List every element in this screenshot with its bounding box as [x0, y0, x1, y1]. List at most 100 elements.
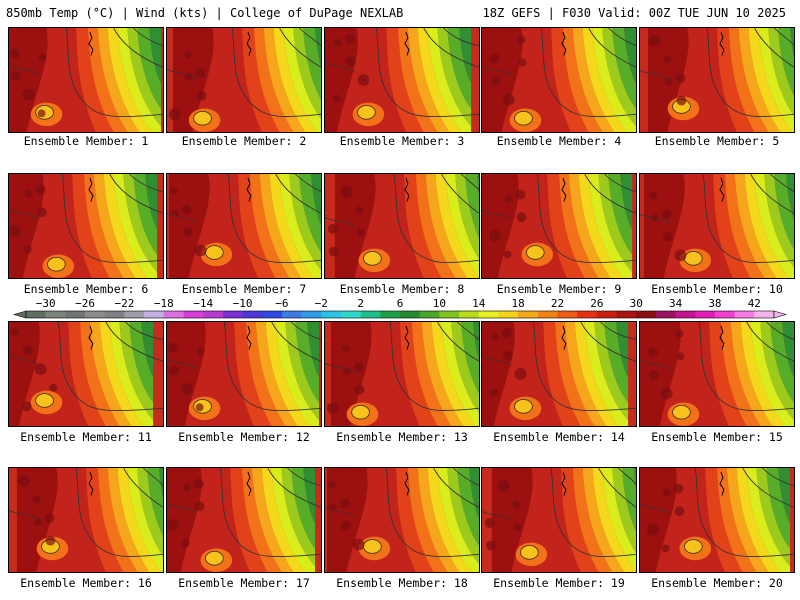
ensemble-member-label: Ensemble Member: 19 [493, 576, 625, 590]
colorbar-tick-label: 42 [748, 297, 761, 310]
colorbar-bin [144, 311, 165, 318]
colorbar-bin [360, 311, 381, 318]
colorbar-bin [45, 311, 66, 318]
ensemble-member-label: Ensemble Member: 4 [496, 134, 622, 148]
ensemble-member-label: Ensemble Member: 12 [178, 430, 310, 444]
ensemble-map-14 [481, 321, 637, 427]
chart-title: 850mb Temp (°C) | Wind (kts) | College o… [6, 6, 404, 20]
ensemble-map-11 [8, 321, 164, 427]
ensemble-member-label: Ensemble Member: 2 [181, 134, 307, 148]
colorbar-bin [478, 311, 499, 318]
colorbar-bin [222, 311, 243, 318]
colorbar-bin [439, 311, 460, 318]
colorbar-bin [557, 311, 578, 318]
colorbar-bin [85, 311, 106, 318]
colorbar-tick-label: 30 [630, 297, 643, 310]
colorbar-bin [400, 311, 420, 318]
colorbar-tick-label: 2 [357, 297, 364, 310]
colorbar-bin [537, 311, 558, 318]
colorbar-tick-label: 6 [397, 297, 404, 310]
ensemble-map-4 [481, 27, 637, 133]
colorbar-tick-label: −22 [114, 297, 134, 310]
temperature-colorbar: −30 −26 −22 −18 −14 −10 −6 −2 2 6 10 14 18 22 26 30 34 38… [12, 297, 788, 319]
model-run-info: 18Z GEFS | F030 Valid: 00Z TUE JUN 10 20… [482, 6, 786, 20]
colorbar-bin [124, 311, 145, 318]
colorbar-bin [734, 311, 755, 318]
ensemble-member-label: Ensemble Member: 15 [651, 430, 783, 444]
colorbar-bin [104, 311, 125, 318]
colorbar-bin [380, 311, 401, 318]
colorbar-bin [65, 311, 86, 318]
ensemble-member-label: Ensemble Member: 14 [493, 430, 625, 444]
colorbar-bin [26, 311, 46, 318]
colorbar-tick-label: −26 [75, 297, 95, 310]
colorbar-bin [577, 311, 598, 318]
colorbar-tick-label: −14 [193, 297, 213, 310]
ensemble-map-15 [639, 321, 795, 427]
colorbar-bin [281, 311, 302, 318]
colorbar-bin [163, 311, 184, 318]
ensemble-member-label: Ensemble Member: 16 [20, 576, 152, 590]
colorbar-bin [616, 311, 637, 318]
colorbar-tick-label: 14 [472, 297, 486, 310]
ensemble-member-label: Ensemble Member: 13 [336, 430, 468, 444]
ensemble-map-1 [8, 27, 164, 133]
ensemble-member-label: Ensemble Member: 6 [23, 282, 149, 296]
colorbar-tick-label: −10 [233, 297, 253, 310]
colorbar-left-arrow [12, 310, 27, 319]
colorbar-bin [714, 311, 735, 318]
colorbar-bin [301, 311, 322, 318]
colorbar-bin [321, 311, 342, 318]
colorbar-bin [203, 311, 224, 318]
ensemble-map-19 [481, 467, 637, 573]
ensemble-member-label: Ensemble Member: 5 [654, 134, 780, 148]
colorbar-tick-label: 38 [708, 297, 721, 310]
colorbar-bin [695, 311, 716, 318]
ensemble-member-label: Ensemble Member: 20 [651, 576, 783, 590]
ensemble-map-12 [166, 321, 322, 427]
ensemble-map-9 [481, 173, 637, 279]
ensemble-member-label: Ensemble Member: 18 [336, 576, 468, 590]
colorbar-tick-label: 34 [669, 297, 683, 310]
colorbar-bin [518, 311, 539, 318]
ensemble-member-label: Ensemble Member: 10 [651, 282, 783, 296]
colorbar-tick-label: −6 [275, 297, 288, 310]
colorbar-bin [242, 311, 263, 318]
colorbar-bin [183, 311, 204, 318]
ensemble-member-label: Ensemble Member: 11 [20, 430, 152, 444]
ensemble-map-10 [639, 173, 795, 279]
ensemble-map-5 [639, 27, 795, 133]
colorbar-bin [655, 311, 676, 318]
colorbar-bin [340, 311, 361, 318]
ensemble-member-label: Ensemble Member: 17 [178, 576, 310, 590]
colorbar-tick-label: −2 [315, 297, 328, 310]
ensemble-member-label: Ensemble Member: 3 [339, 134, 465, 148]
ensemble-map-7 [166, 173, 322, 279]
ensemble-map-18 [324, 467, 480, 573]
ensemble-member-label: Ensemble Member: 1 [23, 134, 149, 148]
ensemble-member-label: Ensemble Member: 7 [181, 282, 307, 296]
ensemble-member-label: Ensemble Member: 8 [339, 282, 465, 296]
ensemble-map-2 [166, 27, 322, 133]
colorbar-bin [636, 311, 657, 318]
colorbar-bin [459, 311, 480, 318]
colorbar-bin [419, 311, 440, 318]
colorbar-tick-label: 26 [590, 297, 603, 310]
colorbar-right-arrow [773, 310, 788, 319]
ensemble-map-16 [8, 467, 164, 573]
colorbar-bin [262, 311, 283, 318]
colorbar-tick-label: 22 [551, 297, 564, 310]
colorbar-bin [754, 311, 775, 318]
colorbar-bin [596, 311, 617, 318]
colorbar-tick-label: 10 [433, 297, 446, 310]
ensemble-map-8 [324, 173, 480, 279]
colorbar-bin [675, 311, 696, 318]
ensemble-member-label: Ensemble Member: 9 [496, 282, 622, 296]
ensemble-map-17 [166, 467, 322, 573]
colorbar-tick-label: 18 [511, 297, 524, 310]
colorbar-tick-label: −30 [36, 297, 56, 310]
ensemble-map-6 [8, 173, 164, 279]
ensemble-map-20 [639, 467, 795, 573]
ensemble-map-13 [324, 321, 480, 427]
colorbar-bin [498, 311, 519, 318]
